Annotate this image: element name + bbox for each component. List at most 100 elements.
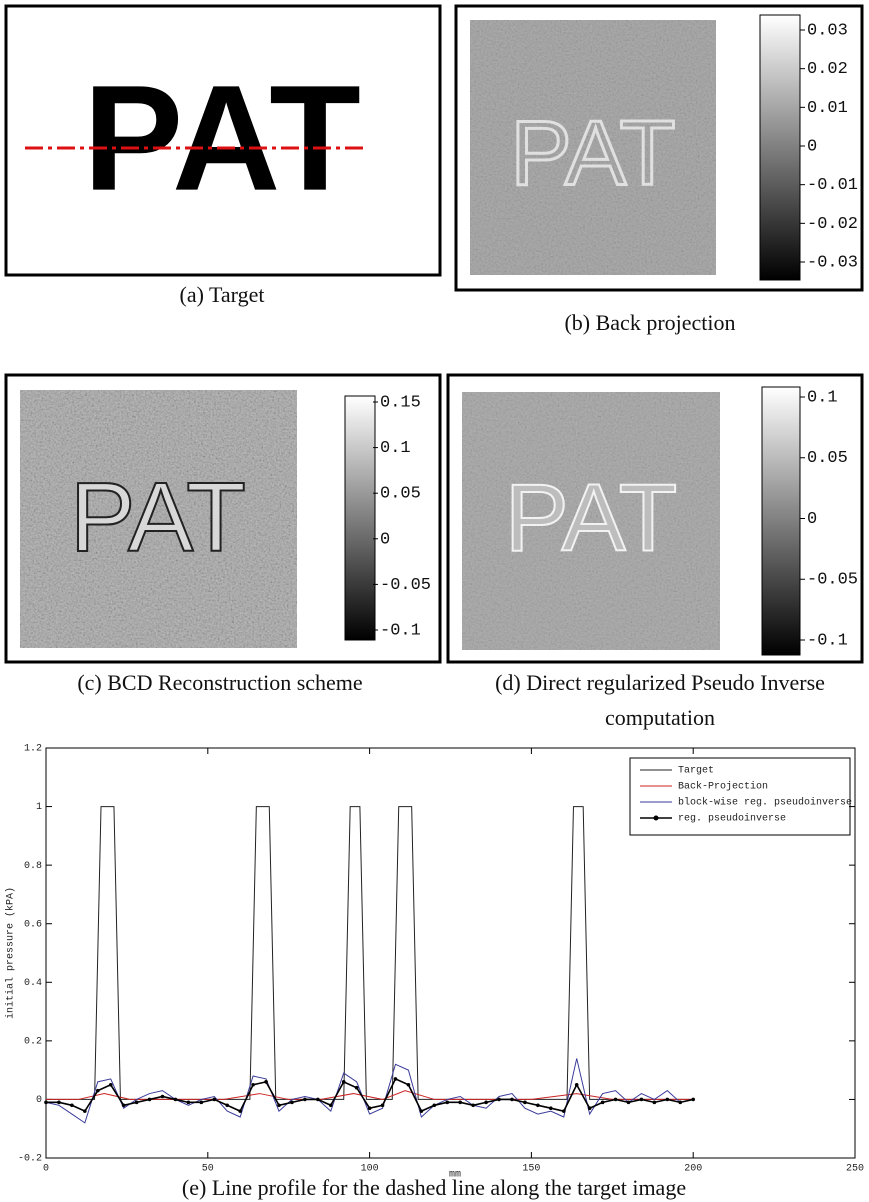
caption: (b) Back projection (564, 310, 735, 335)
colorbar (345, 396, 375, 640)
image-text: PAT (505, 464, 677, 571)
series-marker (109, 1083, 113, 1087)
caption: computation (605, 705, 715, 730)
caption: (d) Direct regularized Pseudo Inverse (495, 670, 825, 695)
series-marker (57, 1101, 61, 1105)
y-axis-label: initial pressure (kPA) (5, 887, 17, 1019)
colorbar-label: 0.1 (380, 439, 411, 458)
series-marker (161, 1095, 165, 1099)
series-marker (187, 1101, 191, 1105)
series-marker (264, 1080, 268, 1084)
series-marker (303, 1098, 307, 1102)
series-marker (666, 1098, 670, 1102)
series-marker (458, 1101, 462, 1105)
series-marker (549, 1106, 553, 1110)
series-marker (200, 1101, 204, 1105)
colorbar-label: 0.1 (807, 388, 838, 407)
series-marker (575, 1083, 579, 1087)
figure: PAT (a) Target PAT (b) Back projection P… (0, 0, 869, 1202)
series-marker (445, 1101, 449, 1105)
series-marker (562, 1109, 566, 1113)
x-tick-label: 200 (684, 1164, 702, 1175)
legend-label: Target (678, 766, 714, 777)
series-marker (290, 1101, 294, 1105)
series-marker (678, 1101, 682, 1105)
colorbar-label: 0.15 (380, 393, 421, 412)
legend-label: Back-Projection (678, 781, 768, 793)
x-tick-label: 250 (846, 1164, 864, 1175)
series-marker (148, 1098, 152, 1102)
series-marker (484, 1101, 488, 1105)
x-tick-label: 0 (43, 1164, 49, 1175)
series-marker (497, 1098, 501, 1102)
series-marker (394, 1077, 398, 1081)
colorbar-label: 0.03 (807, 21, 848, 40)
legend-marker (654, 816, 659, 821)
series-marker (355, 1086, 359, 1090)
series-marker (691, 1098, 695, 1102)
series-marker (536, 1103, 540, 1107)
series-marker (238, 1109, 242, 1113)
series-marker (251, 1083, 255, 1087)
colorbar-label: 0.01 (807, 99, 848, 118)
colorbar-label: -0.1 (807, 631, 848, 650)
y-tick-label: 1 (36, 802, 42, 813)
colorbar-label: 0 (807, 510, 817, 529)
y-tick-label: 0.4 (24, 978, 42, 989)
colorbar (760, 15, 800, 280)
image: PAT (462, 392, 720, 650)
caption: (c) BCD Reconstruction scheme (77, 670, 362, 695)
series-marker (510, 1098, 514, 1102)
colorbar-label: -0.05 (807, 571, 858, 590)
image-text: PAT (510, 102, 675, 204)
series-marker (277, 1103, 281, 1107)
colorbar-label: 0 (380, 530, 390, 549)
legend-label: reg. pseudoinverse (678, 813, 786, 825)
target-text: PAT (83, 54, 361, 222)
colorbar-label: 0.02 (807, 60, 848, 79)
y-tick-label: 1.2 (24, 744, 42, 755)
colorbar-label: 0.05 (380, 485, 421, 504)
colorbar (762, 387, 800, 655)
y-tick-label: 0.6 (24, 919, 42, 930)
y-tick-label: 0.8 (24, 861, 42, 872)
series-marker (212, 1098, 216, 1102)
series-marker (174, 1098, 178, 1102)
series-marker (640, 1098, 644, 1102)
image: PAT (470, 20, 716, 275)
caption: (e) Line profile for the dashed line alo… (182, 1175, 686, 1200)
series-marker (342, 1080, 346, 1084)
image-text: PAT (70, 462, 246, 572)
colorbar-label: -0.02 (807, 215, 858, 234)
series-marker (601, 1101, 605, 1105)
series-marker (135, 1101, 139, 1105)
series-marker (627, 1101, 631, 1105)
image: PAT (20, 390, 297, 648)
colorbar-label: -0.05 (380, 576, 431, 595)
series-marker (225, 1103, 229, 1107)
series-marker (70, 1103, 74, 1107)
colorbar-label: 0.05 (807, 449, 848, 468)
series-marker (368, 1106, 372, 1110)
series-marker (122, 1103, 126, 1107)
legend-label: block-wise reg. pseudoinverse (678, 797, 852, 809)
series-marker (329, 1103, 333, 1107)
y-tick-label: -0.2 (18, 1154, 42, 1165)
series-marker (96, 1089, 100, 1093)
y-tick-label: 0.2 (24, 1036, 42, 1047)
caption: (a) Target (180, 282, 265, 307)
series-marker (44, 1101, 48, 1105)
series-marker (381, 1103, 385, 1107)
series-marker (523, 1101, 527, 1105)
x-tick-label: 150 (522, 1164, 540, 1175)
series-marker (433, 1103, 437, 1107)
page: {"panels": [ {"caption": ["(a) Target"],… (0, 0, 869, 1202)
series-marker (614, 1098, 618, 1102)
colorbar-label: -0.03 (807, 253, 858, 272)
x-tick-label: 100 (361, 1164, 379, 1175)
x-tick-label: 50 (202, 1164, 214, 1175)
series-marker (471, 1103, 475, 1107)
colorbar-label: -0.01 (807, 176, 858, 195)
series-marker (316, 1098, 320, 1102)
series-marker (83, 1109, 87, 1113)
